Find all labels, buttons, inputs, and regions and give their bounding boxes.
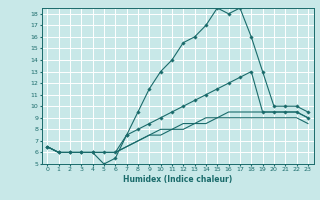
X-axis label: Humidex (Indice chaleur): Humidex (Indice chaleur)	[123, 175, 232, 184]
